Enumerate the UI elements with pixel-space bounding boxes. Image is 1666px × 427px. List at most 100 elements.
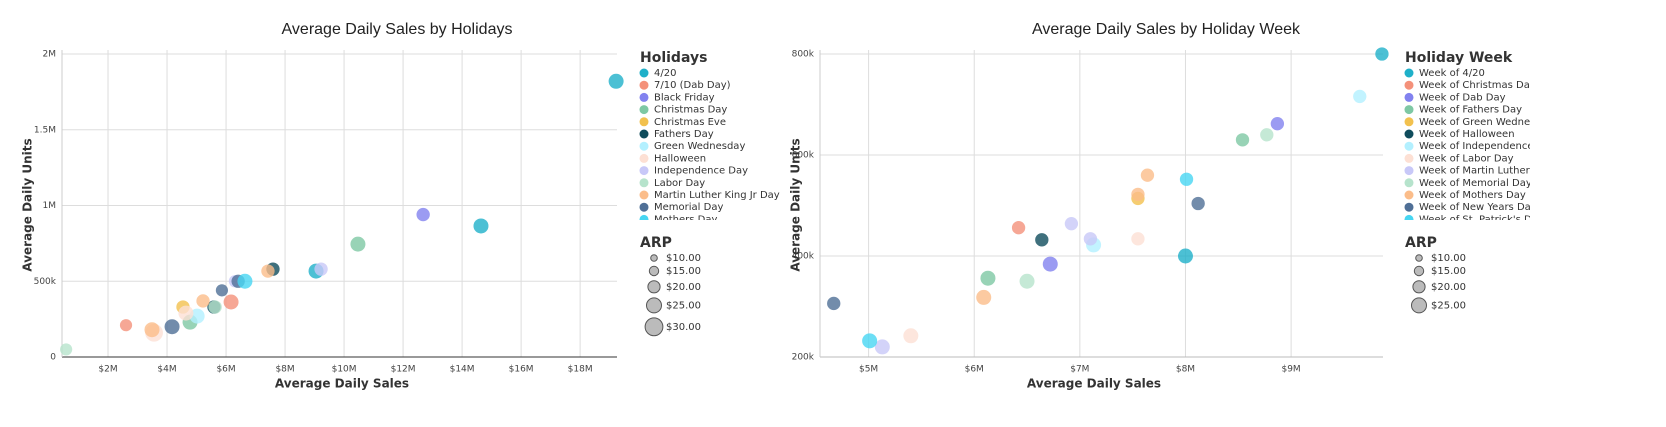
x-axis-label: Average Daily Sales (1027, 377, 1161, 391)
point (827, 296, 841, 311)
size-legend-swatch (647, 280, 661, 294)
x-tick-label: $4M (157, 365, 176, 375)
x-tick-label: $7M (1070, 365, 1089, 375)
legend-swatch (1404, 153, 1414, 163)
x-tick-label: $16M (509, 365, 534, 375)
legend-swatch (639, 80, 649, 90)
legend-label: Week of Christmas Day (1419, 80, 1536, 91)
y-tick-label: 200k (792, 353, 815, 363)
legend-label: Week of Halloween (1419, 129, 1515, 140)
y-axis-label: Average Daily Units (21, 138, 35, 271)
point (60, 343, 73, 356)
point (903, 328, 919, 344)
point (1083, 232, 1098, 246)
chart: Average Daily Sales by Holiday Week $5M $6… (789, 21, 1551, 391)
y-tick-label: 0 (50, 353, 56, 363)
point (1191, 196, 1205, 211)
point (208, 300, 222, 314)
legend-swatch (639, 190, 649, 200)
point (980, 270, 996, 286)
y-tick-label: 400k (792, 252, 815, 262)
y-tick-label: 500k (34, 277, 57, 287)
legend-swatch (639, 92, 649, 102)
x-tick-label: $5M (859, 365, 878, 375)
legend-title: Holiday Week (1405, 50, 1513, 66)
size-legend-title: ARP (1405, 235, 1437, 251)
chart-title: Average Daily Sales by Holiday Week (1032, 21, 1301, 38)
legend-swatch (1404, 105, 1414, 115)
chart: Average Daily Sales by Holidays $2M $4M $6M… (21, 21, 780, 390)
size-legend-label: $15.00 (1431, 266, 1466, 277)
legend-swatch (639, 105, 649, 115)
legend-swatch (639, 178, 649, 188)
size-legend-swatch (1413, 265, 1425, 277)
legend-swatch (639, 153, 649, 163)
chart-title: Average Daily Sales by Holidays (282, 21, 513, 38)
legend-label: Week of St. Patrick's Day (1419, 214, 1544, 225)
legend-swatch (639, 68, 649, 78)
size-legend-label: $20.00 (666, 282, 701, 293)
point (1140, 168, 1155, 182)
legend-label: Labor Day (654, 178, 705, 189)
point (1035, 233, 1049, 247)
x-tick-label: $18M (568, 365, 593, 375)
point (1375, 47, 1389, 61)
size-legend-label: $20.00 (1431, 282, 1466, 293)
x-tick-label: $8M (1176, 365, 1195, 375)
size-legend-label: $25.00 (666, 300, 701, 311)
legend-swatch (639, 117, 649, 127)
legend-swatch (1404, 214, 1414, 220)
point (608, 73, 624, 89)
size-legend-label: $30.00 (666, 322, 701, 333)
size-legend-label: $15.00 (666, 266, 701, 277)
legend-label: Halloween (654, 153, 706, 164)
legend-label: Fathers Day (654, 129, 714, 140)
point (416, 207, 430, 222)
legend-label: Black Friday (654, 92, 715, 103)
point (350, 236, 366, 252)
legend-label: Week of Martin Luther K... (1419, 166, 1549, 177)
legend-swatch (639, 166, 649, 176)
legend-label: Week of Green Wednesd... (1419, 117, 1551, 128)
x-tick-label: $10M (332, 365, 357, 375)
point (314, 262, 328, 276)
legend-swatch (1404, 80, 1414, 90)
x-tick-label: $6M (216, 365, 235, 375)
legend-swatch (639, 202, 649, 212)
legend-swatch (1404, 141, 1414, 151)
size-legend-swatch (1415, 254, 1423, 262)
legend-label: 7/10 (Dab Day) (654, 80, 731, 91)
legend-label: Week of Labor Day (1419, 153, 1514, 164)
legend-label: Week of Memorial Day (1419, 178, 1532, 189)
legend-label: Christmas Day (654, 105, 727, 116)
point (178, 305, 194, 321)
point (1270, 117, 1285, 131)
point (261, 264, 275, 278)
size-legend-label: $25.00 (1431, 300, 1466, 311)
x-tick-label: $6M (965, 365, 984, 375)
legend-label: Green Wednesday (654, 141, 745, 152)
legend-label: Week of 4/20 (1419, 68, 1485, 79)
y-tick-label: 600k (792, 151, 815, 161)
point (144, 322, 160, 338)
size-legend-label: $10.00 (666, 253, 701, 264)
point (1011, 221, 1026, 235)
legend-label: Independence Day (654, 166, 748, 177)
x-tick-label: $12M (391, 365, 416, 375)
legend-label: Martin Luther King Jr Day (654, 190, 780, 201)
y-tick-label: 1.5M (34, 125, 56, 135)
x-tick-label: $14M (450, 365, 475, 375)
point (1131, 187, 1145, 202)
legend-swatch (1404, 178, 1414, 188)
legend-label: Week of Mothers Day (1419, 190, 1526, 201)
legend-swatch (1404, 117, 1414, 127)
legend-swatch (639, 129, 649, 139)
size-legend-swatch (650, 254, 658, 262)
legend-label: 4/20 (654, 68, 676, 79)
size-legend-swatch (648, 265, 660, 277)
point (1353, 89, 1367, 104)
legend-label: Week of Fathers Day (1419, 105, 1522, 116)
legend-swatch (1404, 166, 1414, 176)
